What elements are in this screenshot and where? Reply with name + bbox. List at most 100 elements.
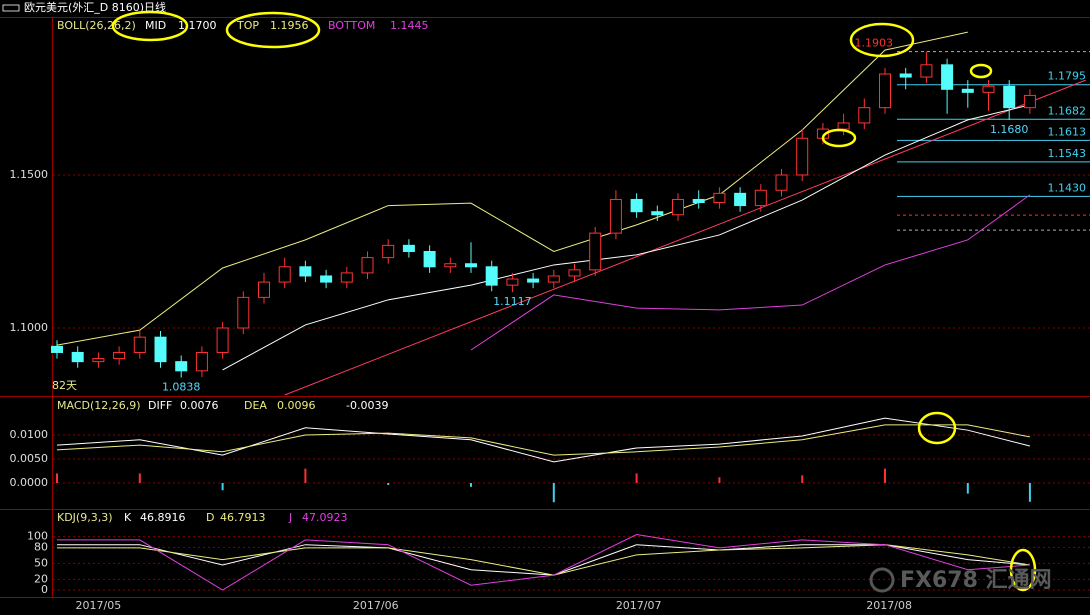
highlight-circle — [849, 22, 915, 58]
legend-value: 47.0923 — [302, 511, 348, 524]
y-tick-label: 50 — [34, 556, 48, 569]
legend-name: D — [206, 511, 214, 524]
candle-body — [402, 244, 415, 252]
candle-body — [113, 351, 126, 360]
trendline — [284, 79, 1086, 395]
panel-title: MACD(12,26,9) — [57, 399, 141, 412]
candle-body — [92, 358, 105, 363]
candle-body — [961, 88, 974, 93]
period-label: 82天 — [52, 379, 77, 392]
level-label: 1.1430 — [1048, 181, 1087, 194]
candle-body — [216, 327, 229, 353]
candle-body — [630, 198, 643, 213]
candle-body — [879, 73, 891, 109]
legend-name: J — [288, 511, 292, 524]
y-tick-label: 1.1000 — [10, 321, 49, 334]
watermark: FX678 汇通网 — [900, 568, 1052, 593]
price-annotation: 1.1117 — [493, 295, 532, 308]
indicator-line — [470, 194, 1031, 351]
window-title: 欧元美元(外汇_D 8160)日线 — [24, 0, 166, 14]
legend-value: 1.1445 — [390, 19, 429, 32]
candle-body — [527, 278, 540, 283]
panel-title: KDJ(9,3,3) — [57, 511, 113, 524]
candle-body — [340, 272, 353, 283]
panel-title: BOLL(26,26,2) — [57, 19, 136, 32]
candle-body — [423, 250, 436, 268]
candle-body — [195, 351, 208, 372]
candle-body — [133, 336, 146, 353]
level-label: 1.1613 — [1048, 125, 1087, 138]
level-label: 1.1543 — [1048, 147, 1087, 160]
candle-body — [154, 336, 167, 363]
marks: 2017/05 2017/06 2017/07 2017/08 1.1000 1.1500… — [10, 19, 1090, 612]
highlight-circles — [111, 10, 1037, 592]
level-label: 1.1903 — [855, 37, 894, 50]
candle-body — [568, 269, 581, 277]
highlight-circle — [1009, 548, 1037, 592]
candle-body — [796, 137, 809, 176]
x-tick-label: 2017/07 — [616, 599, 662, 612]
candle-body — [258, 281, 270, 298]
indicator-line — [222, 104, 1031, 371]
candle-body — [609, 198, 622, 234]
candle-body — [444, 263, 457, 268]
candle-body — [506, 278, 519, 286]
candle-body — [754, 189, 767, 207]
candle-body — [920, 64, 933, 78]
highlight-circle — [821, 128, 857, 148]
watermark-logo — [869, 567, 895, 593]
price-annotation: 1.1680 — [990, 123, 1029, 136]
y-tick-label: 1.1500 — [10, 168, 49, 181]
highlight-circle — [969, 63, 993, 79]
candle-body — [899, 73, 912, 78]
candle-body — [237, 296, 250, 329]
y-tick-label: 80 — [34, 540, 48, 553]
highlight-circle — [111, 10, 189, 42]
x-tick-label: 2017/08 — [866, 599, 912, 612]
candle-body — [465, 263, 477, 268]
candle-body — [982, 85, 995, 93]
candle-body — [175, 361, 188, 372]
candle-body — [589, 232, 602, 271]
legend-name: MID — [145, 19, 166, 32]
highlight-circle — [225, 11, 321, 49]
candle-body — [382, 244, 395, 259]
candle-body — [1003, 85, 1016, 109]
candle-body — [361, 257, 374, 274]
candle-body — [858, 107, 871, 124]
level-label: 1.1682 — [1048, 104, 1087, 117]
legend-name: DEA — [244, 399, 267, 412]
y-tick-label: 0.0000 — [10, 476, 49, 489]
indicator-line — [56, 424, 1030, 456]
indicator-line — [57, 534, 1030, 591]
legend-name: TOP — [236, 19, 259, 32]
legend-value: -0.0039 — [346, 399, 388, 412]
legend-value: 1.1956 — [270, 19, 309, 32]
y-tick-label: 0.0050 — [10, 452, 49, 465]
candle-body — [299, 266, 312, 277]
highlight-circle — [917, 411, 957, 445]
legend-value: 0.0096 — [277, 399, 316, 412]
legend-value: 46.7913 — [220, 511, 266, 524]
candle-body — [71, 351, 84, 363]
y-tick-label: 0.0100 — [10, 428, 49, 441]
level-label: 1.1795 — [1048, 70, 1087, 83]
legend-name: K — [124, 511, 132, 524]
legend-name: BOTTOM — [328, 19, 375, 32]
y-tick-label: 20 — [34, 572, 48, 585]
candle-body — [672, 198, 684, 216]
window-icon — [2, 4, 20, 12]
candle-body — [775, 174, 788, 191]
y-tick-label: 0 — [41, 583, 48, 596]
candle-body — [651, 211, 664, 216]
legend-value: 0.0076 — [180, 399, 219, 412]
candle-body — [837, 122, 850, 130]
candle-body — [734, 192, 747, 207]
y-tick-label: 100 — [27, 530, 48, 543]
legend-value: 46.8916 — [140, 511, 186, 524]
indicator-line — [56, 31, 968, 346]
candle-body — [278, 266, 291, 283]
